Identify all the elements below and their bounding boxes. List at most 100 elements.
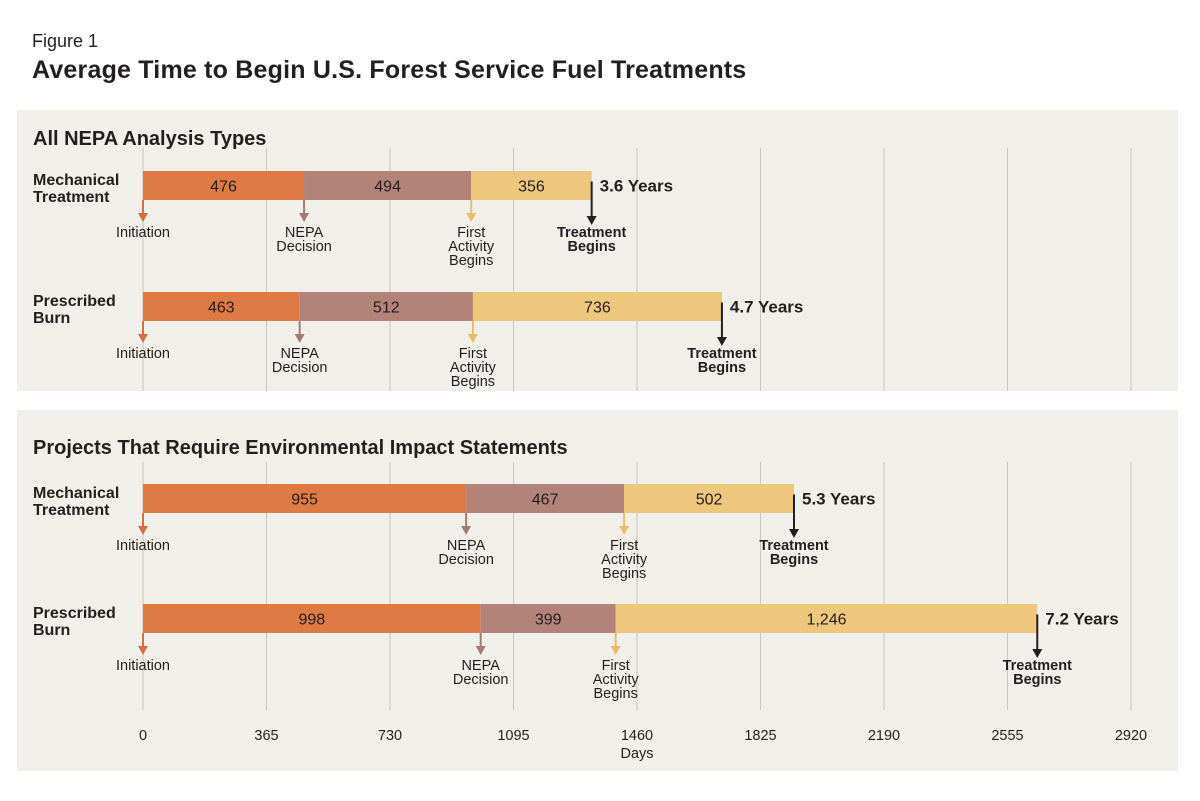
milestone-arrow — [299, 213, 310, 222]
bar-segment — [615, 604, 1038, 633]
treatment-label: Treatment — [687, 346, 756, 362]
milestone-label: Begins — [451, 374, 495, 390]
milestone-label: NEPA — [280, 346, 319, 362]
treatment-label: Begins — [698, 360, 746, 376]
milestone-label: First — [602, 658, 630, 674]
segment-value-label: 998 — [298, 612, 325, 629]
treatment-arrow — [586, 216, 597, 225]
row-label: Burn — [33, 622, 70, 639]
milestone-label: NEPA — [285, 225, 324, 241]
x-tick-label: 365 — [254, 728, 278, 744]
row-label: Prescribed — [33, 605, 116, 622]
x-tick-label: 730 — [378, 728, 402, 744]
milestone-label: Begins — [449, 253, 493, 269]
milestone-arrow — [294, 334, 305, 343]
milestone-arrow — [466, 213, 477, 222]
milestone-arrow — [138, 334, 148, 343]
x-tick-label: 2190 — [868, 728, 900, 744]
treatment-arrow — [788, 529, 799, 538]
milestone-arrow — [610, 646, 621, 655]
bar-segment — [480, 604, 616, 633]
bar-segment — [624, 484, 794, 513]
bar-segment — [143, 171, 305, 200]
milestone-label: Initiation — [116, 538, 170, 554]
treatment-arrow — [716, 337, 727, 346]
panel-title: All NEPA Analysis Types — [33, 128, 266, 150]
x-tick-label: 0 — [139, 728, 147, 744]
milestone-label: Decision — [453, 672, 509, 688]
bar-segment — [143, 292, 300, 321]
treatment-label: Begins — [567, 239, 615, 255]
milestone-arrow — [461, 526, 472, 535]
treatment-arrow — [1032, 649, 1043, 658]
bar-segment — [472, 292, 722, 321]
milestone-label: First — [459, 346, 487, 362]
treatment-label: Treatment — [1003, 658, 1072, 674]
milestone-label: Activity — [593, 672, 640, 688]
x-tick-label: 1825 — [744, 728, 776, 744]
segment-value-label: 1,246 — [806, 612, 846, 629]
bar-segment — [466, 484, 625, 513]
total-years-label: 4.7 Years — [730, 298, 803, 317]
bar-segment — [299, 292, 473, 321]
milestone-label: NEPA — [447, 538, 486, 554]
treatment-label: Begins — [770, 552, 818, 568]
row-label: Treatment — [33, 502, 110, 519]
row-label: Mechanical — [33, 172, 119, 189]
milestone-label: Begins — [594, 686, 638, 702]
figure-title: Average Time to Begin U.S. Forest Servic… — [32, 56, 747, 84]
milestone-label: Activity — [448, 239, 495, 255]
segment-value-label: 494 — [374, 179, 401, 196]
bar-segment — [471, 171, 592, 200]
milestone-arrow — [467, 334, 478, 343]
milestone-label: Begins — [602, 566, 646, 582]
segment-value-label: 736 — [584, 300, 611, 317]
row-label: Prescribed — [33, 293, 116, 310]
milestone-arrow — [475, 646, 486, 655]
milestone-label: Activity — [450, 360, 497, 376]
segment-value-label: 955 — [291, 492, 318, 509]
total-years-label: 7.2 Years — [1045, 610, 1118, 629]
panel-eis — [17, 410, 1178, 771]
segment-value-label: 512 — [373, 300, 400, 317]
panel-title: Projects That Require Environmental Impa… — [33, 437, 568, 459]
treatment-label: Treatment — [557, 225, 626, 241]
segment-value-label: 356 — [518, 179, 545, 196]
treatment-label: Treatment — [759, 538, 828, 554]
x-axis-title: Days — [620, 746, 653, 762]
bar-segment — [143, 484, 467, 513]
row-label: Treatment — [33, 189, 110, 206]
row-label: Mechanical — [33, 485, 119, 502]
milestone-arrow — [138, 213, 148, 222]
milestone-label: First — [457, 225, 485, 241]
total-years-label: 3.6 Years — [600, 177, 673, 196]
milestone-label: Activity — [601, 552, 648, 568]
milestone-label: NEPA — [461, 658, 500, 674]
segment-value-label: 476 — [210, 179, 237, 196]
milestone-arrow — [619, 526, 630, 535]
segment-value-label: 399 — [535, 612, 562, 629]
milestone-arrow — [138, 646, 148, 655]
panel-all-nepa — [17, 110, 1178, 391]
x-tick-label: 2555 — [991, 728, 1023, 744]
milestone-arrow — [138, 526, 148, 535]
bar-segment — [143, 604, 481, 633]
milestone-label: First — [610, 538, 638, 554]
milestone-label: Decision — [272, 360, 328, 376]
row-label: Burn — [33, 310, 70, 327]
figure-label: Figure 1 — [32, 31, 99, 51]
milestone-label: Initiation — [116, 346, 170, 362]
treatment-label: Begins — [1013, 672, 1061, 688]
milestone-label: Decision — [276, 239, 332, 255]
milestone-label: Initiation — [116, 658, 170, 674]
segment-value-label: 467 — [532, 492, 559, 509]
segment-value-label: 502 — [696, 492, 723, 509]
segment-value-label: 463 — [208, 300, 235, 317]
x-tick-label: 1460 — [621, 728, 653, 744]
milestone-label: Initiation — [116, 225, 170, 241]
milestone-label: Decision — [438, 552, 494, 568]
bar-segment — [304, 171, 472, 200]
x-tick-label: 2920 — [1115, 728, 1147, 744]
x-tick-label: 1095 — [497, 728, 529, 744]
